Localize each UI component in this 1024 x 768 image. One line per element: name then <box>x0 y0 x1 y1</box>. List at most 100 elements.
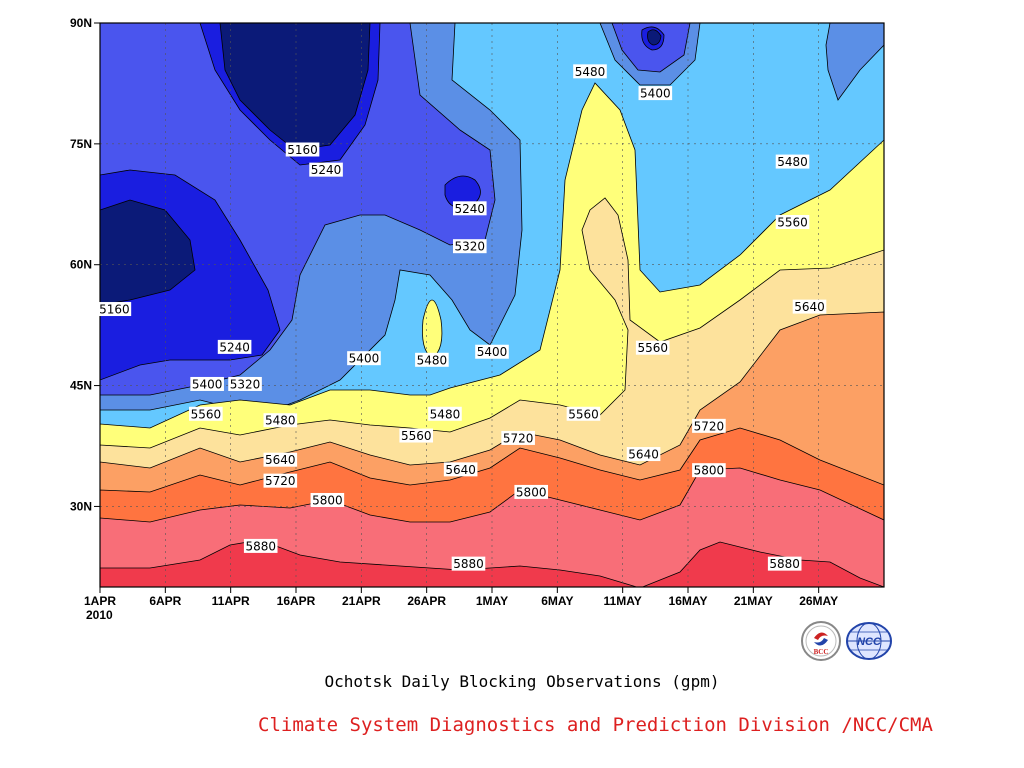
x-tick-label-7: 6MAY <box>541 594 573 608</box>
contour-labels: 5160 5240 5240 5320 5480 5400 5480 5560 5640 5160… <box>97 64 827 571</box>
x-tick-label-8: 11MAY <box>604 594 642 608</box>
contour-label-28: 5800 <box>310 492 345 507</box>
contour-label-18: 5480 <box>428 406 462 421</box>
contour-label-text-33: 5880 <box>769 557 800 571</box>
contour-band-5480-bubble <box>422 299 443 359</box>
contour-band-5400-below-2 <box>825 23 884 101</box>
contour-label-21: 5560 <box>399 428 434 443</box>
contour-label-text-4: 5480 <box>575 65 606 79</box>
contour-label-0: 5160 <box>285 142 320 157</box>
contour-label-text-23: 5720 <box>694 419 725 433</box>
x-tick-label-11: 26MAY <box>799 594 838 608</box>
contour-label-30: 5800 <box>692 463 726 478</box>
contour-label-text-24: 5640 <box>265 453 296 467</box>
contour-label-10: 5240 <box>217 339 252 354</box>
contour-label-box-18 <box>428 406 462 421</box>
contour-label-31: 5880 <box>243 538 278 553</box>
contour-label-box-21 <box>399 428 434 443</box>
contour-label-6: 5480 <box>775 154 810 169</box>
contour-label-text-1: 5240 <box>311 163 342 177</box>
contour-label-box-5 <box>638 86 673 101</box>
x-tick-label-9: 16MAY <box>669 594 708 608</box>
contour-label-text-17: 5480 <box>265 414 296 428</box>
contour-label-text-12: 5480 <box>417 353 448 367</box>
contour-label-13: 5400 <box>475 344 509 359</box>
contour-label-5: 5400 <box>638 86 673 101</box>
chart-credit: Climate System Diagnostics and Predictio… <box>258 714 933 736</box>
x-tick-label-6: 1MAY <box>476 594 508 608</box>
contour-label-box-11 <box>347 351 381 366</box>
contour-label-text-7: 5560 <box>777 216 808 230</box>
contour-label-text-26: 5640 <box>445 463 476 477</box>
contour-label-text-13: 5400 <box>477 345 508 359</box>
x-axis: 1APR 6APR 11APR 16APR 21APR 26APR 1MAY 6MAY 11MA… <box>84 587 838 608</box>
contour-label-text-28: 5800 <box>312 493 343 507</box>
contour-label-box-9 <box>97 302 132 317</box>
contour-label-box-25 <box>626 447 661 462</box>
contour-label-24: 5640 <box>263 452 298 467</box>
contour-label-2: 5240 <box>452 201 487 216</box>
contour-label-box-22 <box>501 430 535 445</box>
x-axis-year-label: 2010 <box>86 608 113 622</box>
contour-label-1: 5240 <box>309 162 343 177</box>
contour-label-15: 5320 <box>228 376 262 391</box>
contour-label-box-3 <box>452 239 487 254</box>
contour-label-7: 5560 <box>775 215 810 230</box>
contour-label-box-0 <box>285 142 320 157</box>
x-tick-label-5: 26APR <box>407 594 446 608</box>
contour-band-5160-3 <box>647 29 662 46</box>
contour-label-text-5: 5400 <box>640 87 671 101</box>
contour-label-text-29: 5800 <box>516 485 547 499</box>
contour-label-11: 5400 <box>347 351 381 366</box>
contour-label-19: 5560 <box>566 406 601 421</box>
contour-label-text-18: 5480 <box>430 407 461 421</box>
contour-label-3: 5320 <box>452 239 487 254</box>
contour-label-14: 5400 <box>190 376 224 391</box>
y-tick-label-2: 60N <box>70 258 92 272</box>
contour-label-box-4 <box>573 64 607 79</box>
contour-label-box-12 <box>415 352 449 367</box>
ncc-logo-icon: NCC <box>846 622 892 660</box>
x-tick-label-0: 1APR <box>84 594 116 608</box>
contour-label-box-13 <box>475 344 509 359</box>
contour-label-text-30: 5800 <box>694 464 725 478</box>
contour-label-text-22: 5720 <box>503 431 534 445</box>
x-tick-label-1: 6APR <box>149 594 181 608</box>
contour-label-box-17 <box>263 413 298 428</box>
contour-label-8: 5640 <box>792 299 827 314</box>
contour-label-box-32 <box>451 556 486 571</box>
ncc-logo-text: NCC <box>857 636 882 648</box>
contour-label-text-3: 5320 <box>455 240 486 254</box>
contour-label-25: 5640 <box>626 447 661 462</box>
contour-label-box-15 <box>228 376 262 391</box>
contour-label-box-24 <box>263 452 298 467</box>
contour-label-text-9: 5160 <box>99 303 130 317</box>
grid-lines <box>100 23 884 587</box>
contour-label-text-8: 5640 <box>794 300 825 314</box>
contour-label-17: 5480 <box>263 413 298 428</box>
contour-label-box-33 <box>767 556 802 571</box>
contour-label-box-14 <box>190 376 224 391</box>
y-tick-label-3: 75N <box>70 137 92 151</box>
contour-label-box-7 <box>775 215 810 230</box>
contour-label-box-23 <box>692 418 726 433</box>
contour-label-box-31 <box>243 538 278 553</box>
contour-label-text-11: 5400 <box>349 352 380 366</box>
contour-label-text-6: 5480 <box>777 155 808 169</box>
contour-label-text-14: 5400 <box>192 377 223 391</box>
y-tick-label-4: 90N <box>70 16 92 30</box>
y-axis: 30N 45N 60N 75N 90N <box>70 16 100 513</box>
contour-label-box-6 <box>775 154 810 169</box>
contour-label-box-26 <box>443 462 478 477</box>
x-tick-label-10: 21MAY <box>734 594 773 608</box>
contour-label-12: 5480 <box>415 352 449 367</box>
contour-label-box-8 <box>792 299 827 314</box>
contour-label-text-20: 5560 <box>637 341 668 355</box>
contour-label-26: 5640 <box>443 462 478 477</box>
contour-label-text-15: 5320 <box>230 377 261 391</box>
x-tick-label-3: 16APR <box>277 594 316 608</box>
contour-label-23: 5720 <box>692 418 726 433</box>
contour-label-4: 5480 <box>573 64 607 79</box>
y-tick-label-1: 45N <box>70 379 92 393</box>
contour-label-27: 5720 <box>263 473 298 488</box>
